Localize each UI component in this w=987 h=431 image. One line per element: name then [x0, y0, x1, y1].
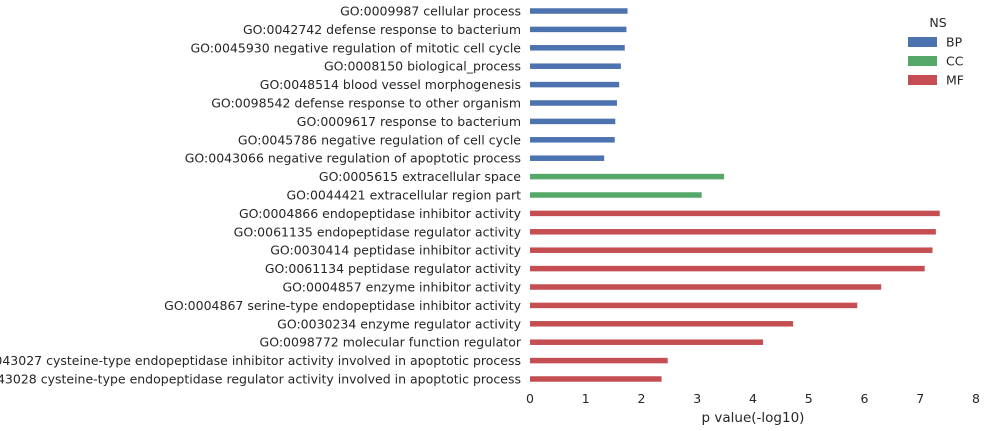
category-label: GO:0008150 biological_process	[324, 59, 521, 74]
x-tick-label: 0	[526, 391, 534, 406]
bar	[530, 192, 702, 198]
x-axis: 0 1 2 3 4 5 6 7 8	[526, 391, 980, 406]
bar	[530, 229, 936, 235]
legend-swatch	[908, 75, 937, 85]
category-label: GO:0044421 extracellular region part	[286, 188, 521, 203]
category-label: GO:0043028 cysteine-type endopeptidase r…	[0, 372, 521, 387]
bar	[530, 210, 940, 217]
category-label: GO:0045786 negative regulation of cell c…	[238, 132, 521, 147]
bar	[530, 26, 627, 33]
bar	[530, 284, 882, 290]
bar	[530, 321, 794, 327]
bar	[530, 81, 620, 88]
bar	[530, 100, 617, 106]
x-tick-label: 5	[805, 391, 813, 406]
category-labels: GO:0009987 cellular process GO:0042742 de…	[0, 4, 522, 387]
category-label: GO:0098542 defense response to other org…	[211, 96, 521, 111]
x-tick-label: 8	[972, 391, 980, 406]
bar	[530, 302, 858, 309]
category-label: GO:0004857 enzyme inhibitor activity	[282, 280, 521, 295]
bar	[530, 339, 764, 345]
bar	[530, 265, 925, 272]
category-label: GO:0009617 response to bacterium	[297, 114, 521, 129]
category-label: GO:0004866 endopeptidase inhibitor activ…	[239, 206, 522, 221]
legend-title: NS	[929, 15, 946, 30]
category-label: GO:0048514 blood vessel morphogenesis	[260, 77, 521, 92]
legend: NS BP CC MF	[908, 15, 964, 88]
bar	[530, 173, 725, 180]
x-tick-label: 2	[638, 391, 646, 406]
bar	[530, 155, 605, 161]
x-tick-label: 3	[693, 391, 701, 406]
bar	[530, 247, 933, 253]
category-label: GO:0009987 cellular process	[340, 4, 521, 19]
bar	[530, 357, 668, 364]
x-tick-label: 1	[582, 391, 590, 406]
legend-swatch	[908, 56, 937, 66]
legend-swatch	[908, 37, 937, 47]
category-label: GO:0045930 negative regulation of mitoti…	[191, 40, 522, 55]
category-label: GO:0030234 enzyme regulator activity	[277, 316, 521, 331]
category-label: GO:0061135 endopeptidase regulator activ…	[234, 224, 522, 239]
x-tick-label: 7	[916, 391, 924, 406]
category-label: GO:0030414 peptidase inhibitor activity	[270, 243, 521, 258]
bar	[530, 376, 662, 382]
legend-label: MF	[946, 73, 964, 88]
category-label: GO:0043066 negative regulation of apopto…	[185, 151, 521, 166]
bar	[530, 8, 628, 14]
category-label: GO:0061134 peptidase regulator activity	[265, 261, 522, 276]
legend-label: CC	[946, 54, 964, 69]
category-label: GO:0042742 defense response to bacterium	[243, 22, 521, 37]
category-label: GO:0098772 molecular function regulator	[260, 335, 522, 350]
bar	[530, 63, 621, 69]
bars	[530, 8, 940, 382]
bar	[530, 137, 615, 143]
x-tick-label: 4	[749, 391, 757, 406]
legend-label: BP	[946, 35, 963, 50]
bar	[530, 45, 625, 51]
bar	[530, 118, 616, 125]
x-axis-title: p value(-log10)	[702, 410, 805, 426]
category-label: GO:0005615 extracellular space	[319, 169, 521, 184]
category-label: GO:0043027 cysteine-type endopeptidase i…	[0, 353, 521, 368]
x-tick-label: 6	[861, 391, 869, 406]
category-label: GO:0004867 serine-type endopeptidase inh…	[164, 298, 521, 313]
